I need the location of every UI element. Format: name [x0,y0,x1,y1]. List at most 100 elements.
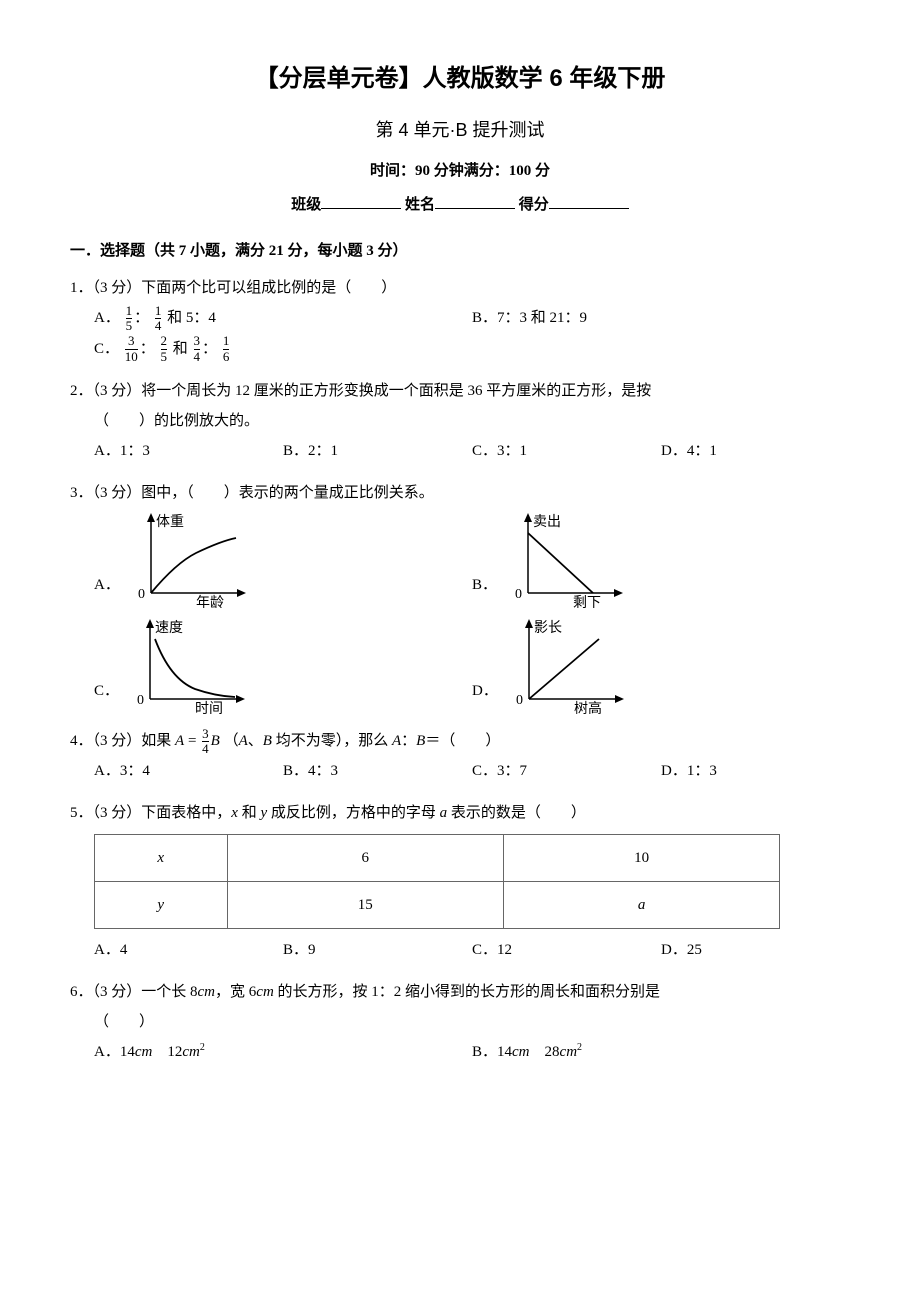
graph-a: 体重 年龄 0 [126,508,256,608]
q6a-pre: A．14 [94,1044,135,1060]
q4-p1: （ [224,733,239,749]
cell-a: a [503,882,779,929]
q4-option-d: D．1：3 [661,756,850,786]
class-blank [321,194,401,209]
q6a-mid: 12 [152,1044,182,1060]
q1-option-a: A． 15： 14 和 5：4 [94,303,472,333]
q1-stem: 1．（3 分）下面两个比可以组成比例的是（ ） [70,273,850,303]
svg-text:时间: 时间 [195,701,223,714]
q3a-label: A． [94,570,120,608]
time-info: 时间：90 分钟满分：100 分 [70,159,850,183]
q3-option-d: D． 影长 树高 0 [472,614,850,714]
var-a: A [175,733,184,749]
q4-comma: 、 [248,733,263,749]
cm1: cm [198,984,216,1000]
question-6: 6．（3 分）一个长 8cm，宽 6cm 的长方形，按 1：2 缩小得到的长方形… [70,977,850,1067]
svg-text:剩下: 剩下 [573,595,601,608]
name-label: 姓名 [405,197,435,213]
q4-nz: 均不为零），那么 [272,733,392,749]
score-blank [549,194,629,209]
d: 10 [125,349,138,364]
q5-pre: 5．（3 分）下面表格中， [70,805,231,821]
question-5: 5．（3 分）下面表格中，x 和 y 成反比例，方格中的字母 a 表示的数是（ … [70,798,850,965]
svg-text:卖出: 卖出 [533,514,561,530]
n: 3 [125,334,138,348]
frac-3-10: 310 [125,334,138,364]
frac-3-4b: 34 [202,727,209,757]
var-b3: B [416,733,425,749]
n: 3 [202,727,209,741]
cell-15: 15 [227,882,503,929]
cell-y: y [95,882,228,929]
q2-stem1: 2．（3 分）将一个周长为 12 厘米的正方形变换成一个面积是 36 平方厘米的… [70,376,850,406]
cm: cm [135,1044,153,1060]
d: 4 [202,741,209,756]
graph-d: 影长 树高 0 [504,614,634,714]
cm: cm [560,1044,578,1060]
q5-stem: 5．（3 分）下面表格中，x 和 y 成反比例，方格中的字母 a 表示的数是（ … [70,798,850,828]
q5-mid2: 成反比例，方格中的字母 [267,805,440,821]
q1a-pre: A． [94,310,120,326]
n: 1 [155,304,162,318]
q4-option-a: A．3：4 [94,756,283,786]
svg-text:0: 0 [138,587,145,602]
q4-pre: 4．（3 分）如果 [70,733,175,749]
class-label: 班级 [291,197,321,213]
q3c-label: C． [94,676,119,714]
q2-option-d: D．4：1 [661,436,850,466]
student-blanks: 班级 姓名 得分 [70,193,850,217]
var-a2: A [239,733,248,749]
q1c-pre: C． [94,341,119,357]
frac-3-4: 34 [194,334,201,364]
d: 5 [161,349,168,364]
svg-text:0: 0 [516,693,523,708]
name-blank [435,194,515,209]
q6b-pre: B．14 [472,1044,512,1060]
q6-option-a: A．14cm 12cm2 [94,1037,472,1067]
q6-option-b: B．14cm 28cm2 [472,1037,850,1067]
q4-eq: = [188,733,200,749]
svg-text:0: 0 [515,587,522,602]
var-b: B [211,733,220,749]
q5-option-c: C．12 [472,935,661,965]
sub-title: 第 4 单元·B 提升测试 [70,116,850,145]
n: 1 [223,334,230,348]
var-b2: B [263,733,272,749]
q6-stem-line1: 6．（3 分）一个长 8cm，宽 6cm 的长方形，按 1：2 缩小得到的长方形… [70,977,850,1007]
q4-suf: ＝（ ） [425,733,500,749]
table-row: x 6 10 [95,835,780,882]
svg-text:速度: 速度 [155,620,183,636]
q2-option-b: B．2：1 [283,436,472,466]
q6-s3: 的长方形，按 1：2 缩小得到的长方形的周长和面积分别是 [274,984,660,1000]
frac-2-5: 25 [161,334,168,364]
cell-6: 6 [227,835,503,882]
q5-option-d: D．25 [661,935,850,965]
q3-option-a: A． 体重 年龄 0 [94,508,472,608]
q3-option-b: B． 卖出 剩下 0 [472,508,850,608]
q5-table: x 6 10 y 15 a [94,834,780,929]
n: 3 [194,334,201,348]
q5-suf: 表示的数是（ ） [447,805,586,821]
question-4: 4．（3 分）如果 A = 34B （A、B 均不为零），那么 A：B＝（ ） … [70,726,850,786]
svg-text:影长: 影长 [534,620,562,636]
n: 2 [161,334,168,348]
cm: cm [182,1044,200,1060]
svg-text:树高: 树高 [574,700,602,714]
q4-option-c: C．3：7 [472,756,661,786]
cm: cm [512,1044,530,1060]
q6-s1: 6．（3 分）一个长 8 [70,984,198,1000]
q6b-mid: 28 [530,1044,560,1060]
question-2: 2．（3 分）将一个周长为 12 厘米的正方形变换成一个面积是 36 平方厘米的… [70,376,850,466]
frac-1-6: 16 [223,334,230,364]
q3-option-c: C． 速度 时间 0 [94,614,472,714]
sup2: 2 [577,1042,582,1053]
q3b-label: B． [472,570,497,608]
q3d-label: D． [472,676,498,714]
cell-10: 10 [503,835,779,882]
var-x: x [231,805,238,821]
q4-colon: ： [401,733,416,749]
q5-option-b: B．9 [283,935,472,965]
q4-option-b: B．4：3 [283,756,472,786]
graph-b: 卖出 剩下 0 [503,508,633,608]
section-1-header: 一．选择题（共 7 小题，满分 21 分，每小题 3 分） [70,239,850,263]
